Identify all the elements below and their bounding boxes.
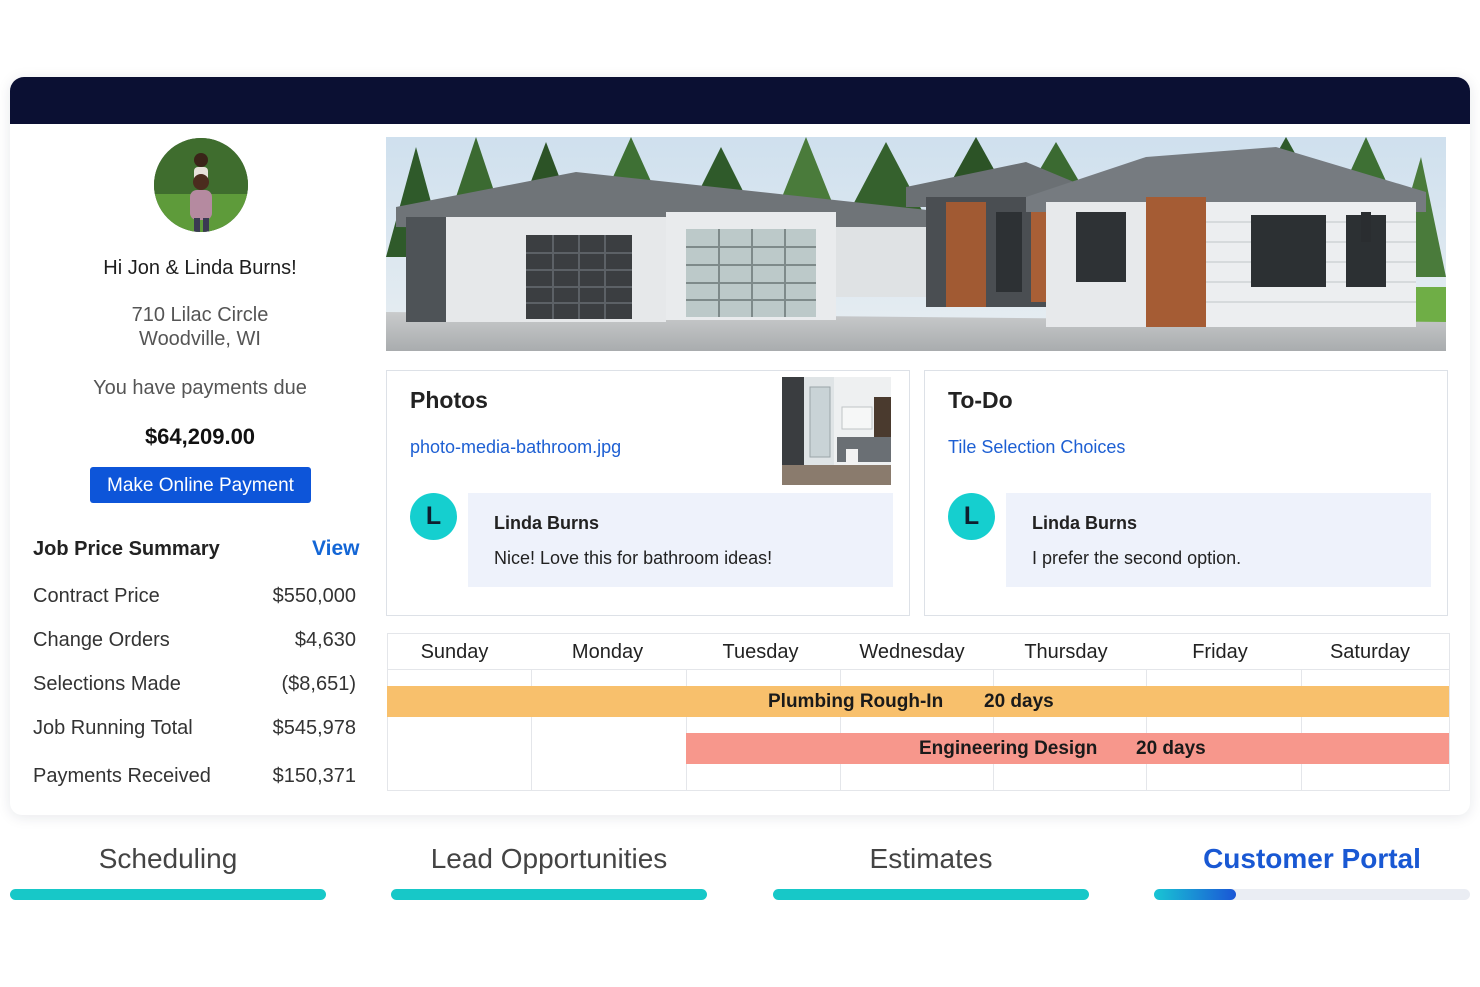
address-line-1: 710 Lilac Circle xyxy=(131,304,269,326)
comment-author: Linda Burns xyxy=(494,513,600,533)
family-avatar xyxy=(154,138,248,232)
summary-row-label: Change Orders xyxy=(33,629,170,651)
payments-due-label: You have payments due xyxy=(93,377,307,399)
calendar-day-saturday: Saturday xyxy=(1329,641,1411,663)
event-bar-engineering-design[interactable]: Engineering Design 20 days xyxy=(686,733,1449,764)
summary-row-contract-price: Contract Price $550,000 xyxy=(33,585,356,611)
calendar-header-divider xyxy=(388,669,1449,670)
summary-row-label: Job Running Total xyxy=(33,717,193,739)
comment-text: Nice! Love this for bathroom ideas! xyxy=(494,548,773,568)
event-duration: 20 days xyxy=(984,691,1054,712)
tab-progress-bar xyxy=(391,889,707,900)
photo-file-link[interactable]: photo-media-bathroom.jpg xyxy=(410,437,622,457)
comment-text: I prefer the second option. xyxy=(1032,548,1242,568)
event-bar-plumbing-rough-in[interactable]: Plumbing Rough-In 20 days xyxy=(387,686,1449,717)
calendar-day-friday: Friday xyxy=(1192,641,1248,663)
portal-window: Hi Jon & Linda Burns! 710 Lilac Circle W… xyxy=(10,77,1470,815)
todo-item-link[interactable]: Tile Selection Choices xyxy=(948,437,1126,457)
calendar-day-wednesday: Wednesday xyxy=(859,641,965,663)
tab-progress-fill xyxy=(1154,889,1237,900)
greeting: Hi Jon & Linda Burns! xyxy=(103,257,297,279)
summary-row-value: ($8,651) xyxy=(281,673,357,695)
summary-row-label: Selections Made xyxy=(33,673,181,695)
calendar-day-tuesday: Tuesday xyxy=(722,641,799,663)
summary-row-selections-made: Selections Made ($8,651) xyxy=(33,673,356,699)
comment-author: Linda Burns xyxy=(1032,513,1138,533)
job-price-summary-view-link[interactable]: View xyxy=(312,537,360,560)
summary-row-value: $550,000 xyxy=(272,585,356,607)
summary-row-payments-received: Payments Received $150,371 xyxy=(33,765,356,791)
summary-row-value: $545,978 xyxy=(272,717,356,739)
tab-label: Scheduling xyxy=(98,843,238,874)
calendar-column-divider xyxy=(1301,670,1302,790)
top-bar xyxy=(10,77,1470,124)
address-line-2: Woodville, WI xyxy=(139,328,261,350)
tab-lead-opportunities[interactable]: Lead Opportunities xyxy=(391,838,707,904)
tab-scheduling[interactable]: Scheduling xyxy=(10,838,326,904)
tab-label: Lead Opportunities xyxy=(430,843,668,874)
job-price-summary-title: Job Price Summary xyxy=(33,538,220,560)
calendar-day-thursday: Thursday xyxy=(1024,641,1108,663)
photos-card-title: Photos xyxy=(410,387,488,413)
summary-row-change-orders: Change Orders $4,630 xyxy=(33,629,356,655)
comment-bubble: Linda Burns Nice! Love this for bathroom… xyxy=(468,493,893,587)
schedule-calendar: Sunday Monday Tuesday Wednesday Thursday… xyxy=(387,633,1450,791)
calendar-column-divider xyxy=(1146,670,1147,790)
tab-progress-bar xyxy=(773,889,1089,900)
summary-row-job-running-total: Job Running Total $545,978 xyxy=(33,717,356,743)
photos-card: Photos photo-media-bathroom.jpg L Linda … xyxy=(386,370,910,616)
event-name: Plumbing Rough-In xyxy=(768,691,944,712)
calendar-day-monday: Monday xyxy=(571,641,644,663)
calendar-column-divider xyxy=(686,670,687,790)
tab-label: Customer Portal xyxy=(1203,843,1421,874)
tab-label: Estimates xyxy=(869,843,993,874)
summary-row-value: $4,630 xyxy=(294,629,356,651)
house-photo xyxy=(386,137,1446,351)
commenter-avatar: L xyxy=(410,493,457,540)
bathroom-photo-thumbnail[interactable] xyxy=(782,377,891,485)
tab-customer-portal[interactable]: Customer Portal xyxy=(1154,838,1470,904)
event-name: Engineering Design xyxy=(919,738,1098,759)
todo-card-title: To-Do xyxy=(948,387,1013,413)
todo-card: To-Do Tile Selection Choices L Linda Bur… xyxy=(924,370,1448,616)
calendar-column-divider xyxy=(531,670,532,790)
calendar-column-divider xyxy=(993,670,994,790)
comment-bubble: Linda Burns I prefer the second option. xyxy=(1006,493,1431,587)
event-duration: 20 days xyxy=(1136,738,1206,759)
tab-progress-bar xyxy=(10,889,326,900)
commenter-avatar: L xyxy=(948,493,995,540)
summary-row-label: Payments Received xyxy=(33,765,211,787)
calendar-day-sunday: Sunday xyxy=(420,641,489,663)
make-online-payment-button[interactable]: Make Online Payment xyxy=(90,467,311,503)
tab-progress-bar xyxy=(1154,889,1470,900)
summary-row-label: Contract Price xyxy=(33,585,160,607)
calendar-column-divider xyxy=(840,670,841,790)
summary-row-value: $150,371 xyxy=(272,765,356,787)
tab-estimates[interactable]: Estimates xyxy=(773,838,1089,904)
payments-due-amount: $64,209.00 xyxy=(144,424,256,449)
